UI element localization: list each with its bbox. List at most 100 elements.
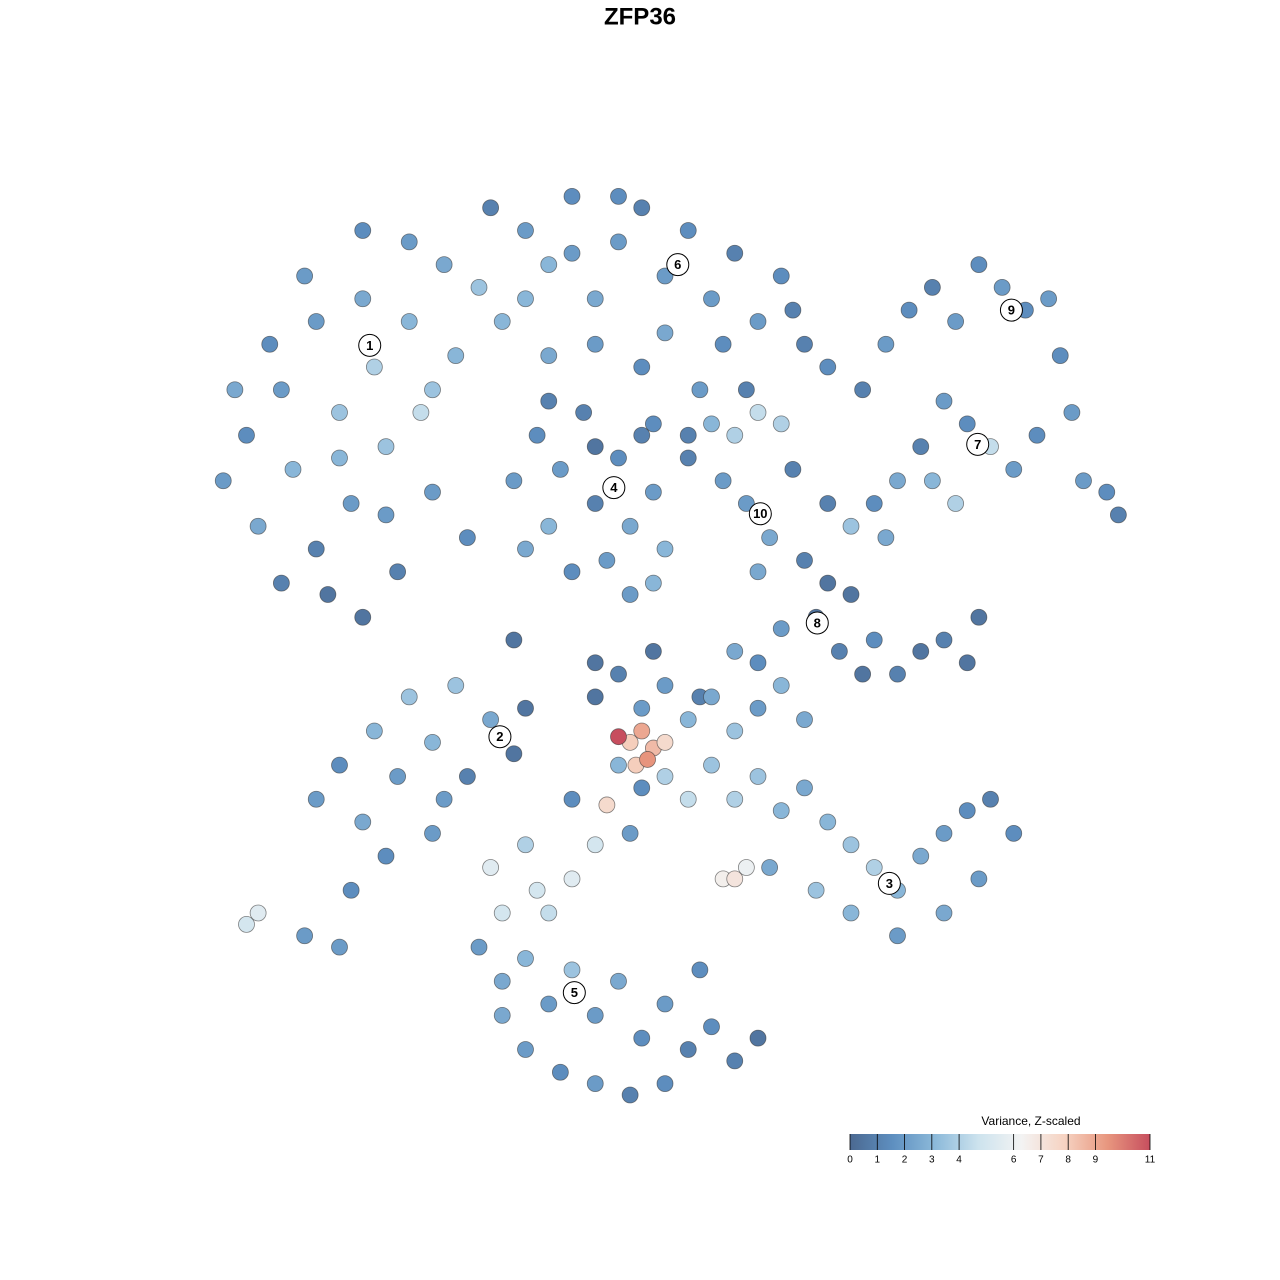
point [749, 654, 767, 672]
point [726, 722, 744, 740]
point [703, 1018, 720, 1036]
colorbar-tick-label: 2 [902, 1155, 908, 1166]
point [575, 404, 593, 421]
point [726, 642, 744, 660]
point [1028, 426, 1046, 444]
point [772, 802, 790, 820]
cluster-badge [488, 725, 512, 749]
point [365, 358, 383, 376]
point [993, 278, 1011, 296]
cluster-badge [805, 611, 829, 635]
colorbar-tick-label: 0 [847, 1155, 853, 1166]
point [889, 927, 906, 945]
point [842, 836, 860, 854]
point [796, 779, 813, 797]
point [912, 847, 930, 865]
point [505, 631, 523, 649]
colorbar-tick-label: 11 [1145, 1155, 1156, 1166]
cluster-label: 4 [610, 480, 618, 495]
point [854, 665, 872, 683]
point [586, 836, 604, 854]
point [493, 1006, 511, 1024]
cluster-badge [999, 298, 1023, 322]
point [639, 751, 656, 768]
point [296, 927, 314, 945]
point [877, 529, 895, 547]
point [586, 290, 604, 308]
point [703, 415, 720, 433]
point [528, 426, 546, 444]
point [958, 415, 976, 433]
cluster-badge [666, 253, 690, 277]
point [679, 222, 697, 239]
point [435, 256, 453, 274]
point [982, 790, 999, 808]
point [703, 756, 720, 774]
point [540, 517, 558, 535]
point [737, 495, 755, 512]
point [517, 836, 534, 854]
point [342, 881, 360, 899]
point [737, 381, 755, 399]
cluster-badge [358, 333, 382, 357]
point [307, 790, 325, 808]
point [679, 1041, 697, 1058]
point [691, 381, 709, 399]
point [737, 859, 755, 876]
point [947, 313, 965, 330]
point [749, 768, 767, 785]
colorbar-tick-label: 9 [1093, 1155, 1099, 1166]
cluster-labels: 1 2 3 4 5 6 7 8 9 10 [358, 253, 1023, 1005]
point [261, 335, 279, 353]
point [784, 301, 802, 319]
point [912, 438, 930, 456]
point [354, 813, 372, 831]
point [819, 574, 837, 592]
point [1040, 290, 1058, 308]
point [610, 756, 627, 774]
point [551, 1063, 569, 1081]
point [726, 426, 744, 444]
point [598, 551, 616, 569]
point [900, 301, 918, 319]
point [1063, 404, 1081, 421]
point [842, 517, 860, 535]
cluster-label: 7 [974, 437, 981, 452]
point [1109, 506, 1127, 524]
point [447, 677, 465, 694]
point [586, 438, 604, 456]
point [563, 961, 581, 979]
point [749, 404, 767, 421]
point [331, 404, 348, 421]
point [935, 824, 953, 842]
point [644, 642, 662, 660]
points [214, 187, 1127, 1104]
colorbar-tick-label: 7 [1038, 1155, 1044, 1166]
point [447, 347, 465, 365]
point [865, 495, 883, 512]
point [819, 495, 837, 512]
point [656, 324, 674, 342]
point [749, 699, 767, 717]
point [365, 722, 383, 740]
point [644, 483, 662, 501]
point [970, 870, 988, 888]
point [331, 938, 348, 956]
point [970, 608, 988, 626]
point [1075, 472, 1092, 490]
cluster-badge [562, 981, 586, 1005]
point [505, 472, 523, 490]
colorbar-tick-label: 4 [956, 1155, 962, 1166]
point [772, 677, 790, 694]
point [610, 972, 627, 990]
point [796, 711, 813, 729]
point [586, 654, 604, 672]
point [517, 222, 534, 239]
point [586, 1006, 604, 1024]
point [842, 904, 860, 922]
point [354, 222, 372, 239]
point [784, 460, 802, 478]
cluster-badge [602, 476, 626, 500]
point [842, 586, 860, 603]
